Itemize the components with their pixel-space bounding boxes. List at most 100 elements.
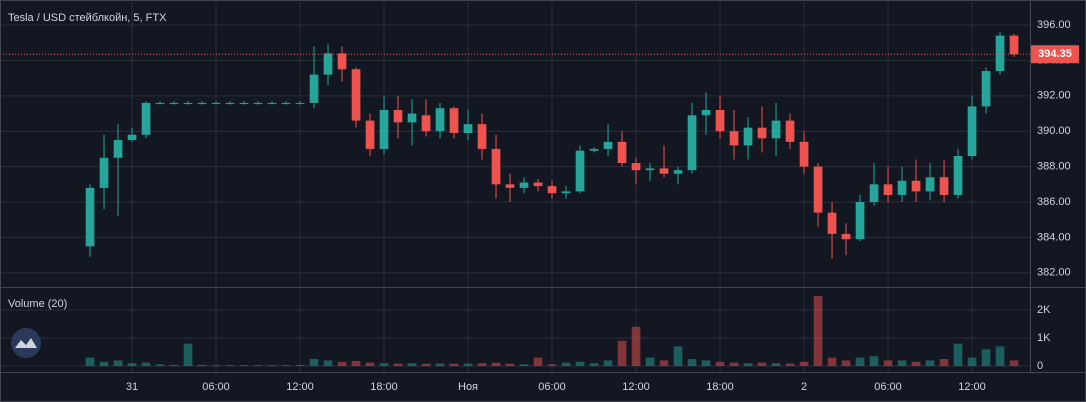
candle-body	[687, 115, 697, 171]
volume-bar	[127, 363, 137, 367]
volume-bar	[673, 346, 683, 367]
volume-bar	[491, 362, 501, 367]
volume-bar	[505, 363, 515, 367]
candle-body	[127, 134, 137, 141]
candle-body	[477, 124, 487, 149]
volume-bar	[421, 363, 431, 367]
volume-bar	[743, 363, 753, 367]
last-price-label: 394.35	[1038, 48, 1072, 60]
candle-body	[925, 177, 935, 192]
candle-body	[519, 182, 529, 188]
candle-body	[253, 102, 263, 104]
candle-body	[575, 150, 585, 192]
candle-body	[281, 102, 291, 104]
volume-bar	[701, 360, 711, 367]
candle-body	[813, 166, 823, 213]
last-price-badge	[1031, 45, 1079, 64]
candle-body	[379, 109, 389, 149]
y-tick-label: 390.00	[1037, 125, 1071, 137]
volume-bar	[939, 359, 949, 367]
candle-body	[883, 184, 893, 195]
y-tick-label: 2K	[1037, 304, 1051, 316]
volume-bar	[855, 357, 865, 367]
y-tick-label: 1K	[1037, 332, 1051, 344]
volume-bar	[771, 363, 781, 367]
chart-title: Tesla / USD стейблкойн, 5, FTX	[8, 12, 167, 24]
candle-body	[855, 202, 865, 240]
volume-bar	[435, 363, 445, 367]
y-tick-label: 0	[1037, 360, 1043, 372]
candle-body	[169, 102, 179, 104]
logo-glyph	[15, 338, 37, 348]
x-tick-label: 2	[801, 381, 807, 393]
volume-bar	[533, 357, 543, 367]
volume-bar	[715, 361, 725, 367]
volume-bar	[841, 360, 851, 367]
volume-bar	[869, 356, 879, 367]
candle-body	[337, 53, 347, 70]
volume-bar	[757, 362, 767, 367]
volume-bar	[281, 365, 291, 367]
candle-body	[827, 212, 837, 234]
candle-body	[673, 170, 683, 174]
volume-bar	[967, 357, 977, 367]
candle-body	[603, 141, 613, 149]
candle-body	[771, 120, 781, 139]
volume-bar	[477, 363, 487, 367]
candle-body	[309, 74, 319, 103]
volume-bar	[393, 363, 403, 367]
volume-bar	[463, 363, 473, 367]
candle-body	[799, 141, 809, 167]
volume-bar	[799, 361, 809, 367]
candle-body	[267, 102, 277, 104]
volume-bar	[253, 365, 263, 367]
candle-body	[729, 131, 739, 146]
volume-bar	[141, 362, 151, 367]
candle-body	[953, 156, 963, 195]
y-tick-label: 386.00	[1037, 196, 1071, 208]
logo[interactable]	[11, 328, 41, 358]
volume-bar	[729, 362, 739, 367]
candle-body	[197, 102, 207, 104]
volume-bar	[407, 363, 417, 367]
candle-body	[785, 120, 795, 142]
x-tick-label: 31	[126, 381, 138, 393]
volume-bar	[225, 365, 235, 367]
x-tick-label: 18:00	[706, 381, 734, 393]
volume-bar	[309, 359, 319, 367]
volume-bar	[631, 326, 641, 367]
candle-body	[113, 140, 123, 158]
volume-bar	[547, 364, 557, 367]
x-tick-label: Ноя	[458, 381, 478, 393]
y-tick-label: 396.00	[1037, 19, 1071, 31]
y-tick-label: 384.00	[1037, 231, 1071, 243]
volume-bar	[365, 362, 375, 367]
x-tick-label: 06:00	[202, 381, 230, 393]
candle-body	[99, 157, 109, 188]
volume-bar	[197, 364, 207, 367]
candle-body	[897, 180, 907, 195]
candle-body	[435, 108, 445, 132]
candle-body	[407, 113, 417, 123]
volume-bar	[911, 361, 921, 367]
x-tick-label: 12:00	[622, 381, 650, 393]
volume-bar	[603, 360, 613, 367]
candle-body	[323, 53, 333, 75]
volume-bar	[561, 362, 571, 367]
x-tick-label: 06:00	[874, 381, 902, 393]
volume-bar	[183, 343, 193, 367]
volume-bar	[995, 346, 1005, 367]
candle-body	[715, 109, 725, 132]
y-tick-label: 382.00	[1037, 267, 1071, 279]
candle-body	[365, 120, 375, 149]
volume-bar	[85, 357, 95, 367]
candle-body	[155, 102, 165, 104]
candle-body	[841, 233, 851, 240]
candle-body	[617, 141, 627, 164]
candle-body	[869, 184, 879, 203]
y-tick-label: 388.00	[1037, 161, 1071, 173]
volume-bar	[267, 365, 277, 367]
y-tick-label: 392.00	[1037, 90, 1071, 102]
